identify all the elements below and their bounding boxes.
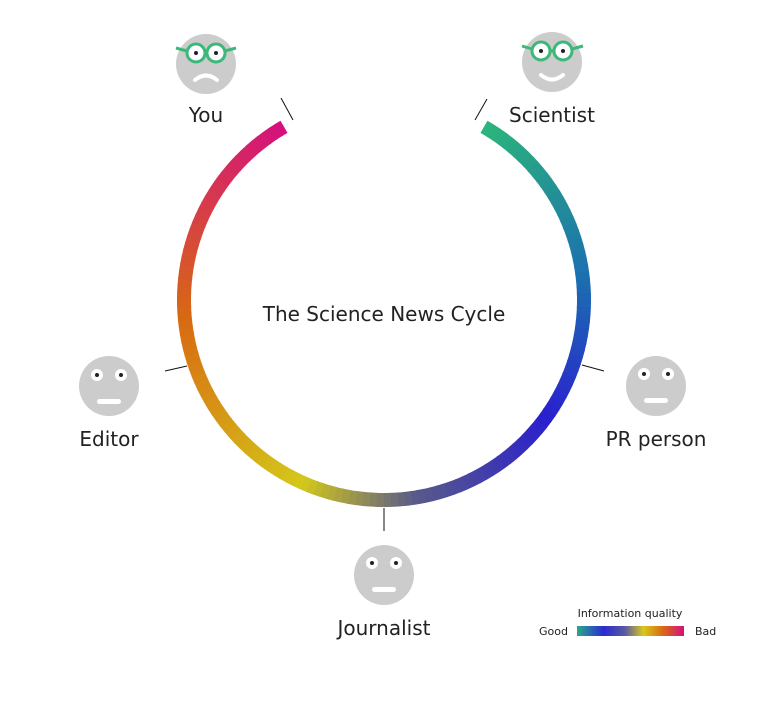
legend-gradient-bar [577, 626, 684, 636]
actor-label-journalist: Journalist [336, 616, 431, 640]
actor-label-scientist: Scientist [509, 103, 595, 127]
diagram-title: The Science News Cycle [262, 302, 506, 326]
face-icon [626, 356, 686, 416]
face-icon [521, 32, 584, 92]
legend-title: Information quality [578, 607, 683, 620]
actor-journalist: Journalist [336, 545, 431, 640]
quality-legend: Information quality Good Bad [539, 607, 716, 638]
actor-label-pr-person: PR person [606, 427, 707, 451]
face-icon [354, 545, 414, 605]
actor-label-you: You [188, 103, 223, 127]
face-icon [175, 34, 237, 94]
connector-lines [164, 97, 605, 531]
actor-pr-person: PR person [606, 356, 707, 451]
face-icon [79, 356, 139, 416]
actor-label-editor: Editor [79, 427, 139, 451]
connector-you [280, 97, 294, 121]
legend-bad-label: Bad [695, 625, 716, 638]
ring-segment [274, 120, 288, 137]
actor-scientist: Scientist [509, 32, 595, 127]
connector-pr-person [581, 364, 605, 372]
connector-scientist [474, 98, 488, 121]
quality-cycle-ring [176, 120, 592, 508]
legend-good-label: Good [539, 625, 568, 638]
connector-editor [164, 365, 188, 372]
actor-you: You [175, 34, 237, 127]
glasses-icon [521, 40, 584, 62]
actor-editor: Editor [79, 356, 139, 451]
